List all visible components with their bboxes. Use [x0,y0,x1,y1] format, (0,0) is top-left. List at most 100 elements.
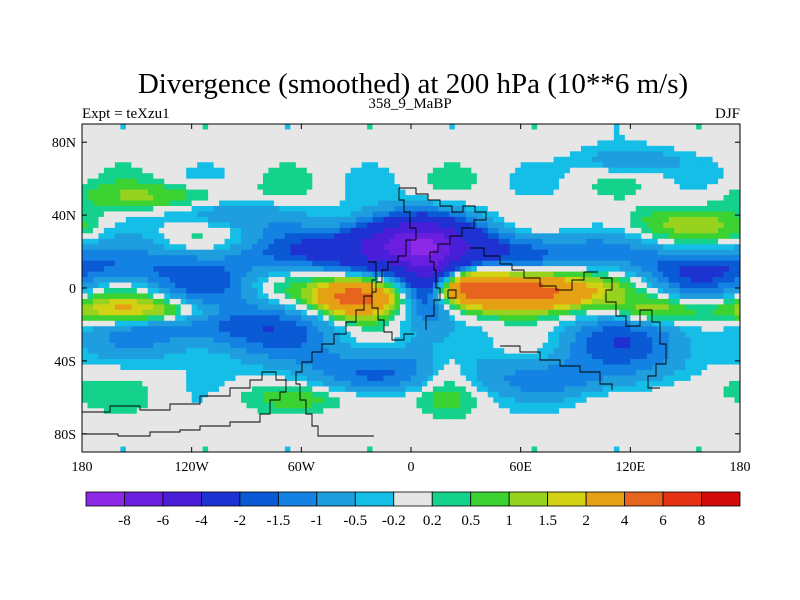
field-cell [394,277,401,283]
field-cell [729,298,735,305]
field-cell [723,200,730,207]
field-cell [515,200,522,207]
field-cell [372,244,379,251]
field-cell [394,298,401,305]
field-cell [487,282,494,289]
field-cell [131,200,138,207]
field-cell [570,184,576,190]
field-cell [317,167,324,174]
field-cell [641,238,648,245]
field-cell [427,151,434,158]
field-cell [460,227,467,234]
field-cell [729,282,735,289]
field-cell [114,195,121,201]
field-cell [608,216,615,223]
field-cell [202,298,209,305]
field-cell [378,326,384,333]
field-cell [421,227,428,234]
field-cell [460,298,467,305]
field-cell [186,206,193,212]
field-cell [125,320,132,327]
field-cell [427,129,434,136]
field-cell [531,200,538,207]
field-cell [515,293,522,300]
field-cell [345,277,352,283]
field-cell [580,304,587,311]
field-cell [158,173,165,180]
field-cell [460,211,467,218]
field-cell [613,249,620,256]
field-cell [120,156,127,163]
field-cell [416,309,423,316]
field-cell [125,140,132,147]
field-cell [597,124,604,130]
field-cell [334,320,341,327]
field-cell [213,151,220,158]
field-cell [301,233,308,240]
field-cell [273,178,280,185]
field-cell [438,140,445,147]
field-cell [476,184,483,190]
field-cell [586,288,593,294]
field-cell [114,277,121,283]
field-cell [103,233,110,240]
field-cell [120,315,127,322]
field-cell [493,293,500,300]
field-cell [158,222,165,229]
field-cell [383,337,390,344]
field-cell [334,271,341,278]
field-cell [301,173,308,180]
field-cell [443,167,450,174]
field-cell [723,195,730,201]
field-cell [526,326,533,333]
field-cell [92,309,99,316]
field-cell [241,200,247,207]
field-cell [504,233,511,240]
field-cell [619,167,626,174]
field-cell [613,178,620,185]
field-cell [279,337,286,344]
field-cell [509,167,516,174]
field-cell [504,271,511,278]
field-cell [87,288,94,294]
field-cell [186,189,193,196]
field-cell [443,331,450,338]
field-cell [723,320,730,327]
field-cell [570,195,576,201]
field-cell [712,206,719,212]
field-cell [619,195,626,201]
field-cell [356,337,363,344]
field-cell [317,233,324,240]
field-cell [257,348,264,354]
field-cell [570,233,576,240]
field-cell [624,140,631,147]
field-cell [120,211,127,218]
field-cell [98,184,105,190]
field-cell [103,156,110,163]
field-cell [696,315,703,322]
field-cell [537,260,543,267]
field-cell [718,293,724,300]
field-cell [421,348,428,354]
field-cell [443,326,450,333]
field-cell [114,249,121,256]
field-cell [487,255,494,262]
field-cell [328,216,335,223]
field-cell [334,348,341,354]
field-cell [602,216,609,223]
field-cell [602,173,609,180]
field-cell [526,140,533,147]
field-cell [350,129,357,136]
field-cell [718,124,724,130]
field-cell [421,156,428,163]
field-cell [696,309,703,316]
field-cell [564,260,571,267]
field-cell [109,129,116,136]
field-cell [635,124,642,130]
field-cell [602,277,609,283]
field-cell [630,293,637,300]
field-cell [180,244,187,251]
field-cell [548,315,554,322]
field-cell [180,342,187,349]
field-cell [273,184,280,190]
